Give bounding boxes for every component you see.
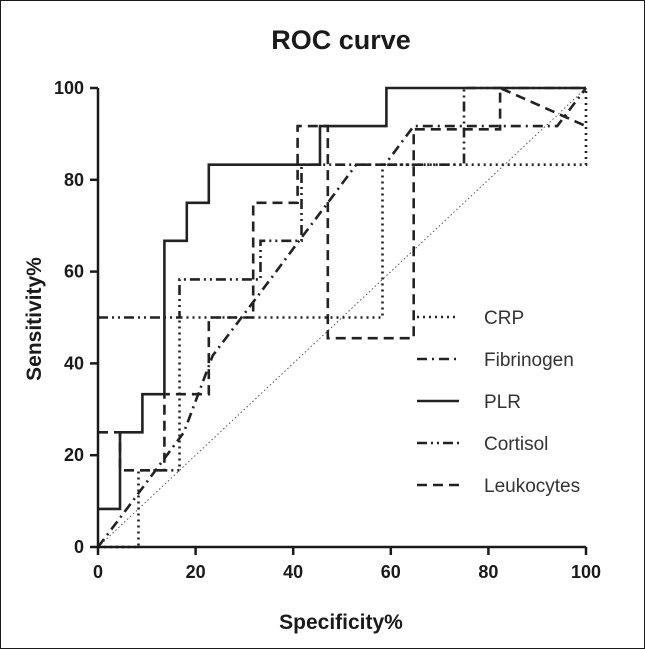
x-tick-label: 100 [571,562,601,582]
series-line-leukocytes [98,86,587,472]
x-tick-label: 40 [283,562,303,582]
y-tick-label: 60 [64,262,84,282]
y-tick-label: 100 [54,78,84,98]
legend-label-cortisol: Cortisol [484,434,548,455]
y-tick-label: 80 [64,170,84,190]
x-tick-label: 80 [478,562,498,582]
legend-label-crp: CRP [484,308,524,329]
x-axis-label: Specificity% [279,611,403,634]
series-line-cortisol [98,86,586,319]
x-tick-label: 20 [186,562,206,582]
series-line-crp [98,88,588,549]
y-tick-label: 20 [64,445,84,465]
y-tick-label: 40 [64,353,84,373]
legend-label-fibrinogen: Fibrinogen [484,350,574,371]
legend-label-plr: PLR [484,392,521,413]
chart-title: ROC curve [271,25,411,55]
legend-label-leukocytes: Leukocytes [484,476,580,497]
x-tick-label: 60 [381,562,401,582]
y-axis-label: Sensitivity% [23,257,46,381]
y-tick-label: 0 [74,537,84,557]
series-line-plr [98,86,586,511]
x-tick-label: 0 [93,562,103,582]
series-line-fibrinogen [96,87,588,548]
